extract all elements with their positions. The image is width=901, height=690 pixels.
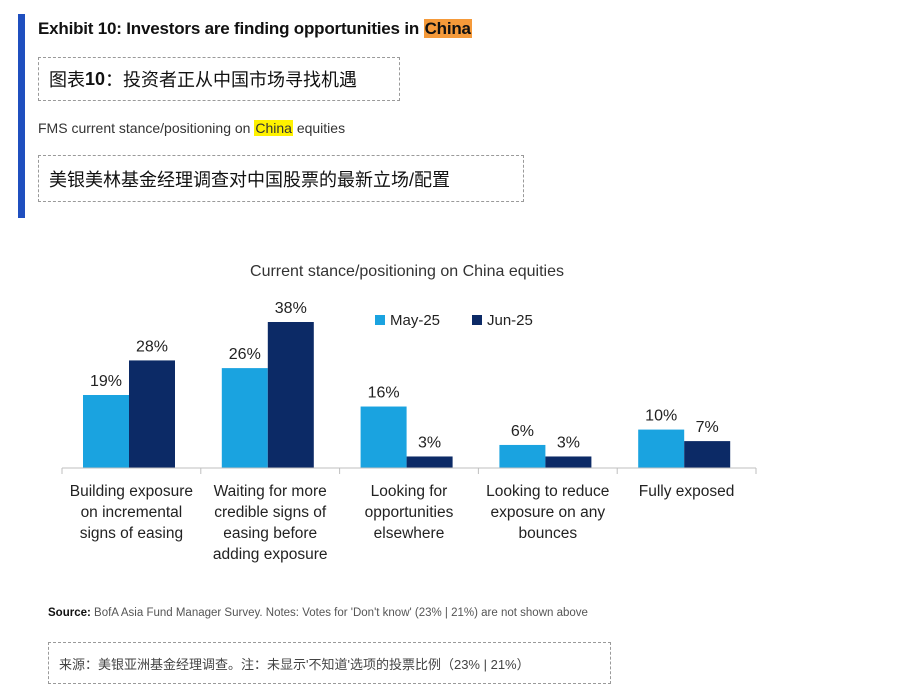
bar-may-25-1: [221, 368, 268, 468]
cn-title-prefix: 图表: [49, 70, 85, 90]
data-label-may-25-1: 26%: [229, 346, 261, 363]
cn-exhibit-title: 图表 10 ：投资者正从中国市场寻找机遇: [38, 57, 400, 101]
category-label-4-0: Fully exposed: [639, 483, 735, 500]
data-label-jun-25-1: 38%: [275, 300, 307, 317]
chart-title: Current stance/positioning on China equi…: [250, 263, 564, 280]
legend-label-may-25: May-25: [390, 312, 440, 329]
bar-jun-25-0: [129, 360, 175, 468]
cn-source-text: 来源：美银亚洲基金经理调查。注：未显示'不知道'选项的投票比例（23% | 21…: [59, 656, 530, 672]
cn-subtitle: 美银美林基金经理调查对中国股票的最新立场/配置: [38, 155, 524, 202]
category-label-0-2: signs of easing: [80, 525, 183, 542]
category-label-2-0: Looking for: [371, 483, 448, 500]
category-label-3-0: Looking to reduce: [486, 483, 609, 500]
data-label-jun-25-3: 3%: [557, 434, 580, 451]
category-label-1-3: adding exposure: [213, 546, 328, 563]
data-label-jun-25-4: 7%: [696, 419, 719, 436]
data-label-jun-25-0: 28%: [136, 338, 168, 355]
header-accent-bar: [18, 14, 25, 218]
subtitle-highlight: China: [254, 120, 293, 136]
bar-jun-25-4: [684, 441, 731, 468]
cn-title-text: ：投资者正从中国市场寻找机遇: [105, 70, 358, 90]
category-label-1-1: credible signs of: [214, 504, 327, 521]
category-label-2-1: opportunities: [365, 504, 454, 521]
category-label-0-1: on incremental: [81, 504, 183, 521]
legend-swatch-jun-25: [472, 315, 482, 325]
bar-may-25-3: [499, 444, 546, 468]
exhibit-title-text: Exhibit 10: Investors are finding opport…: [38, 19, 424, 38]
bar-jun-25-2: [406, 456, 453, 468]
category-label-2-2: elsewhere: [374, 525, 445, 542]
category-label-3-1: exposure on any: [490, 504, 605, 521]
legend-label-jun-25: Jun-25: [487, 312, 533, 329]
legend-swatch-may-25: [375, 315, 385, 325]
subtitle-text: FMS current stance/positioning on: [38, 120, 255, 136]
cn-subtitle-text: 美银美林基金经理调查对中国股票的最新立场/配置: [49, 169, 450, 190]
category-label-0-0: Building exposure: [70, 483, 193, 500]
bar-may-25-0: [83, 395, 129, 468]
data-label-may-25-3: 6%: [511, 423, 534, 440]
source-text: BofA Asia Fund Manager Survey. Notes: Vo…: [90, 607, 588, 619]
bar-may-25-4: [638, 429, 685, 468]
bar-jun-25-3: [545, 456, 592, 468]
exhibit-title: Exhibit 10: Investors are finding opport…: [38, 19, 472, 39]
subtitle-suffix: equities: [292, 120, 346, 136]
source-label: Source:: [48, 607, 91, 619]
bar-chart: Current stance/positioning on China equi…: [61, 263, 757, 563]
data-label-may-25-0: 19%: [90, 373, 122, 390]
category-label-1-0: Waiting for more: [214, 483, 327, 500]
cn-source-note: 来源：美银亚洲基金经理调查。注：未显示'不知道'选项的投票比例（23% | 21…: [48, 642, 611, 684]
category-label-3-2: bounces: [518, 525, 577, 542]
data-label-jun-25-2: 3%: [418, 434, 441, 451]
data-label-may-25-2: 16%: [368, 385, 400, 402]
chart-subtitle: FMS current stance/positioning on China …: [38, 120, 345, 136]
exhibit-title-highlight: China: [423, 19, 472, 38]
data-label-may-25-4: 10%: [645, 408, 677, 425]
cn-title-number: 10: [85, 68, 106, 89]
bar-jun-25-1: [267, 322, 314, 468]
bar-may-25-2: [360, 406, 407, 468]
category-label-1-2: easing before: [223, 525, 317, 542]
source-note: Source: BofA Asia Fund Manager Survey. N…: [48, 607, 588, 619]
